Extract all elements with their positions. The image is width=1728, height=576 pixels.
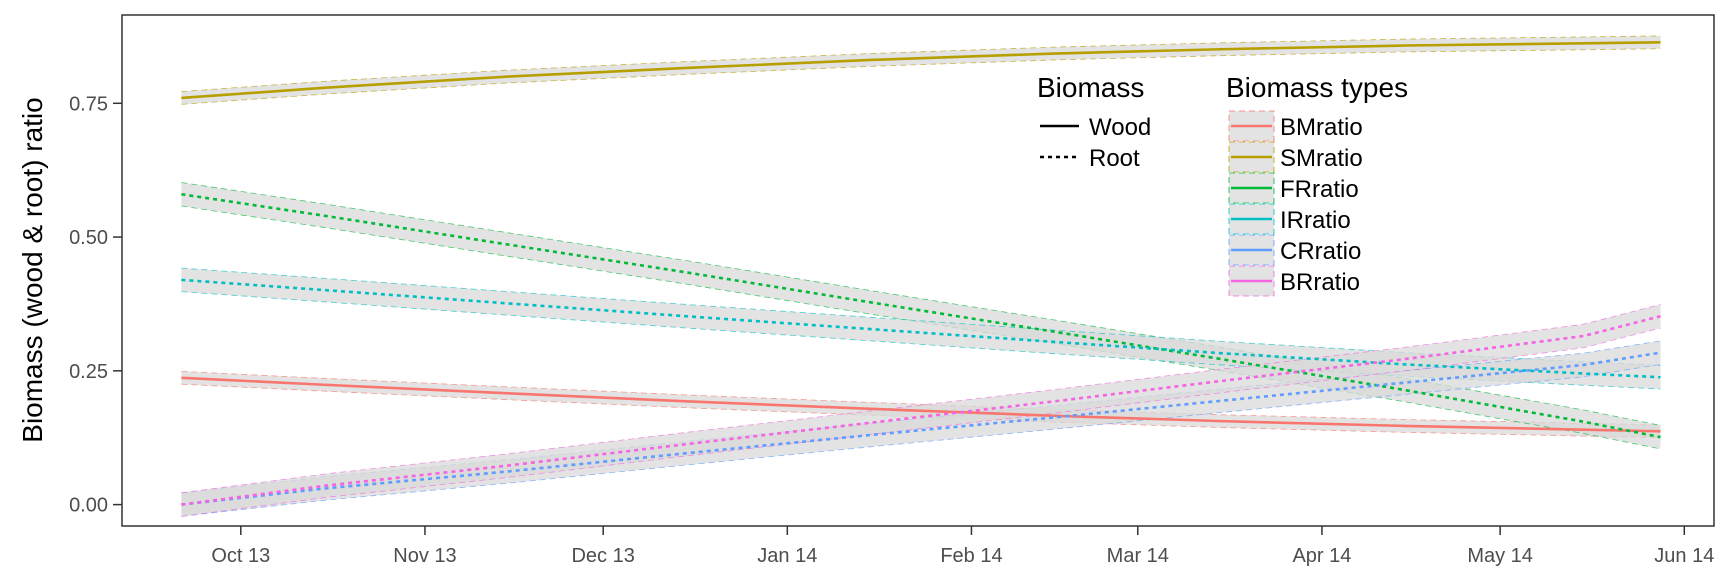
band-upper-edge-smratio	[181, 35, 1661, 92]
band-upper-edge-brratio	[181, 304, 1661, 494]
confidence-band-smratio	[181, 35, 1661, 105]
x-tick-label: Jan 14	[757, 545, 817, 567]
confidence-bands	[181, 35, 1661, 517]
legend-label-irratio: IRratio	[1280, 207, 1351, 234]
band-upper-edge-frratio	[181, 182, 1661, 426]
legend: Biomass Wood Root Biomass types BMratio SMrat…	[1037, 72, 1408, 297]
band-lower-edge-brratio	[181, 327, 1661, 517]
x-axis: Oct 13 Nov 13 Dec 13 Jan 14 Feb 14 Mar 14 Apr …	[211, 526, 1714, 567]
plot-panel-border	[121, 14, 1715, 527]
y-tick-label: 0.25	[69, 361, 108, 383]
x-tick-label: Oct 13	[211, 545, 270, 567]
series-line-irratio	[181, 278, 1661, 379]
legend-label-smratio: SMratio	[1280, 145, 1363, 172]
legend-label-wood: Wood	[1089, 114, 1151, 141]
y-tick-label: 0.75	[69, 93, 108, 115]
legend-label-root: Root	[1089, 145, 1140, 172]
legend-label-crratio: CRratio	[1280, 238, 1361, 265]
x-tick-label: Mar 14	[1107, 545, 1169, 567]
legend-label-frratio: FRratio	[1280, 176, 1359, 203]
confidence-band-irratio	[181, 268, 1661, 389]
band-lower-edge-crratio	[181, 364, 1661, 517]
y-axis-title: Biomass (wood & root) ratio	[17, 97, 48, 442]
legend-label-brratio: BRratio	[1280, 269, 1360, 296]
series-line-crratio	[181, 351, 1661, 506]
x-tick-label: Jun 14	[1654, 545, 1714, 567]
legend-types-title: Biomass types	[1226, 72, 1408, 103]
legend-label-bmratio: BMratio	[1280, 114, 1363, 141]
series-line-frratio	[181, 192, 1661, 439]
y-tick-label: 0.50	[69, 227, 108, 249]
x-tick-label: Feb 14	[940, 545, 1002, 567]
series-lines	[181, 40, 1661, 506]
x-tick-label: Nov 13	[393, 545, 456, 567]
y-tick-label: 0.00	[69, 495, 108, 517]
band-lower-edge-smratio	[181, 48, 1661, 105]
legend-biomass-title: Biomass	[1037, 72, 1144, 103]
series-line-brratio	[181, 314, 1661, 506]
x-tick-label: May 14	[1467, 545, 1533, 567]
x-tick-label: Apr 14	[1292, 545, 1351, 567]
series-line-smratio	[181, 40, 1661, 100]
x-tick-label: Dec 13	[571, 545, 634, 567]
y-axis: 0.00 0.25 0.50 0.75	[69, 93, 122, 517]
